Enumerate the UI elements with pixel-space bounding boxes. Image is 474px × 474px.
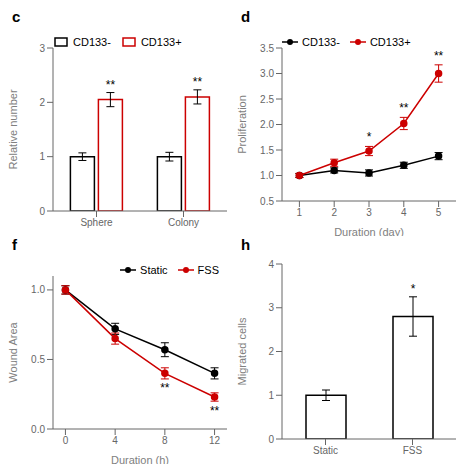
svg-text:3: 3 bbox=[39, 43, 45, 54]
svg-text:0.5: 0.5 bbox=[31, 354, 45, 365]
svg-text:Duration (day): Duration (day) bbox=[334, 226, 404, 236]
svg-text:2.5: 2.5 bbox=[260, 94, 274, 105]
svg-text:1: 1 bbox=[268, 390, 274, 401]
svg-text:Static: Static bbox=[313, 445, 338, 456]
svg-text:Proliferation: Proliferation bbox=[237, 95, 248, 154]
svg-text:**: ** bbox=[160, 381, 170, 395]
svg-text:**: ** bbox=[399, 101, 409, 115]
svg-text:2: 2 bbox=[268, 346, 274, 357]
svg-text:3.5: 3.5 bbox=[260, 43, 274, 54]
svg-text:2.0: 2.0 bbox=[260, 119, 274, 130]
html-text:CD133-: CD133- bbox=[73, 36, 111, 48]
html-text:c: c bbox=[12, 8, 21, 25]
svg-text:Relative number: Relative number bbox=[8, 89, 19, 169]
svg-text:3: 3 bbox=[366, 207, 372, 218]
svg-text:**: ** bbox=[210, 404, 220, 418]
svg-text:Sphere: Sphere bbox=[80, 217, 113, 228]
svg-text:0: 0 bbox=[39, 206, 45, 217]
svg-text:0: 0 bbox=[268, 434, 274, 445]
svg-text:1: 1 bbox=[39, 151, 45, 162]
html-text:CD133+: CD133+ bbox=[140, 36, 182, 48]
svg-text:Colony: Colony bbox=[168, 217, 199, 228]
svg-text:**: ** bbox=[193, 75, 203, 89]
svg-text:0.0: 0.0 bbox=[31, 424, 45, 435]
html-text:f: f bbox=[12, 236, 17, 253]
svg-text:3: 3 bbox=[268, 302, 274, 313]
svg-text:*: * bbox=[411, 282, 416, 296]
svg-text:5: 5 bbox=[436, 207, 442, 218]
html-text:FSS: FSS bbox=[197, 264, 219, 276]
svg-text:Migrated cells: Migrated cells bbox=[237, 317, 248, 385]
svg-text:4: 4 bbox=[112, 435, 118, 446]
svg-text:0: 0 bbox=[63, 435, 69, 446]
svg-text:0.5: 0.5 bbox=[260, 196, 274, 207]
svg-text:4: 4 bbox=[401, 207, 407, 218]
html-text:CD133-: CD133- bbox=[302, 36, 340, 48]
svg-text:**: ** bbox=[434, 49, 444, 63]
svg-text:FSS: FSS bbox=[403, 445, 423, 456]
html-text:d: d bbox=[241, 8, 251, 25]
html-text:h: h bbox=[241, 236, 251, 253]
svg-text:Wound Area: Wound Area bbox=[8, 321, 19, 382]
svg-text:2: 2 bbox=[331, 207, 337, 218]
svg-text:**: ** bbox=[106, 78, 116, 92]
html-text:CD133+: CD133+ bbox=[369, 36, 411, 48]
svg-text:4: 4 bbox=[268, 259, 274, 270]
svg-text:1.5: 1.5 bbox=[260, 145, 274, 156]
svg-text:3.0: 3.0 bbox=[260, 68, 274, 79]
svg-text:1.0: 1.0 bbox=[260, 170, 274, 181]
svg-text:2: 2 bbox=[39, 97, 45, 108]
svg-text:12: 12 bbox=[209, 435, 221, 446]
svg-text:8: 8 bbox=[162, 435, 168, 446]
svg-text:1: 1 bbox=[297, 207, 303, 218]
svg-text:Duration (h): Duration (h) bbox=[111, 454, 169, 464]
svg-text:*: * bbox=[367, 130, 372, 144]
svg-text:1.0: 1.0 bbox=[31, 284, 45, 295]
html-text:Static: Static bbox=[140, 264, 168, 276]
